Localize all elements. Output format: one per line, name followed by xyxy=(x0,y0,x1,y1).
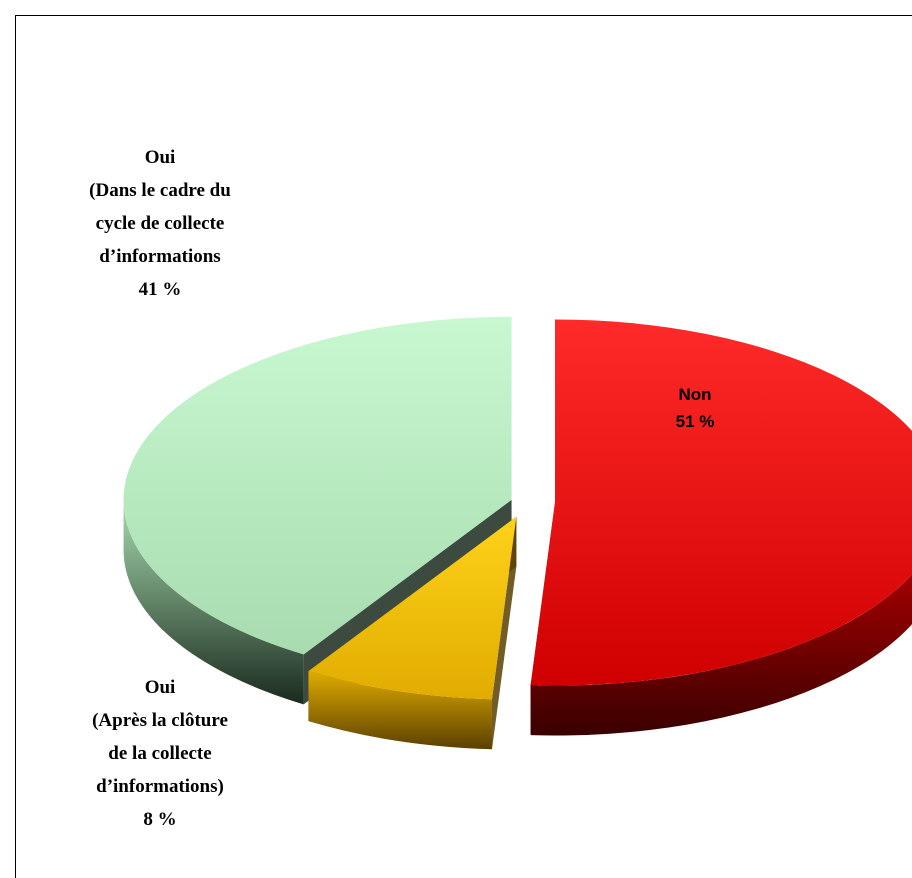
slice-label-oui-cycle-line-4: d’informations xyxy=(99,246,221,267)
slice-label-oui-apres-line-4: d’informations) xyxy=(96,776,224,797)
slice-label-oui-cycle-line-2: (Dans le cadre du xyxy=(89,180,231,201)
slice-label-oui-apres-line-2: (Après la clôture xyxy=(92,710,228,731)
slice-label-non-value: 51 % xyxy=(675,412,715,431)
slice-label-oui-apres-line-3: de la collecte xyxy=(108,743,212,764)
slice-label-oui-cycle: Oui (Dans le cadre du cycle de collecte … xyxy=(40,141,280,306)
slice-label-non-name: Non xyxy=(678,385,712,404)
slice-label-oui-cycle-line-3: cycle de collecte xyxy=(95,213,225,234)
slice-1-top xyxy=(308,516,517,700)
slice-0-outer-wall xyxy=(530,574,912,736)
slice-label-non: Non 51 % xyxy=(630,381,760,435)
slice-1-cut-face-start xyxy=(491,516,517,750)
slice-label-oui-cycle-line-1: Oui xyxy=(144,147,176,168)
slice-1-outer-wall xyxy=(308,671,492,750)
slice-2-top xyxy=(123,316,512,655)
slice-0-top xyxy=(530,319,912,686)
slice-label-oui-apres-line-1: Oui xyxy=(144,677,176,698)
slice-label-oui-apres: Oui (Après la clôture de la collecte d’i… xyxy=(40,671,280,836)
slice-label-oui-apres-value: 8 % xyxy=(143,809,177,830)
slice-2-outer-wall xyxy=(123,499,304,705)
slice-label-oui-cycle-value: 41 % xyxy=(138,279,182,300)
